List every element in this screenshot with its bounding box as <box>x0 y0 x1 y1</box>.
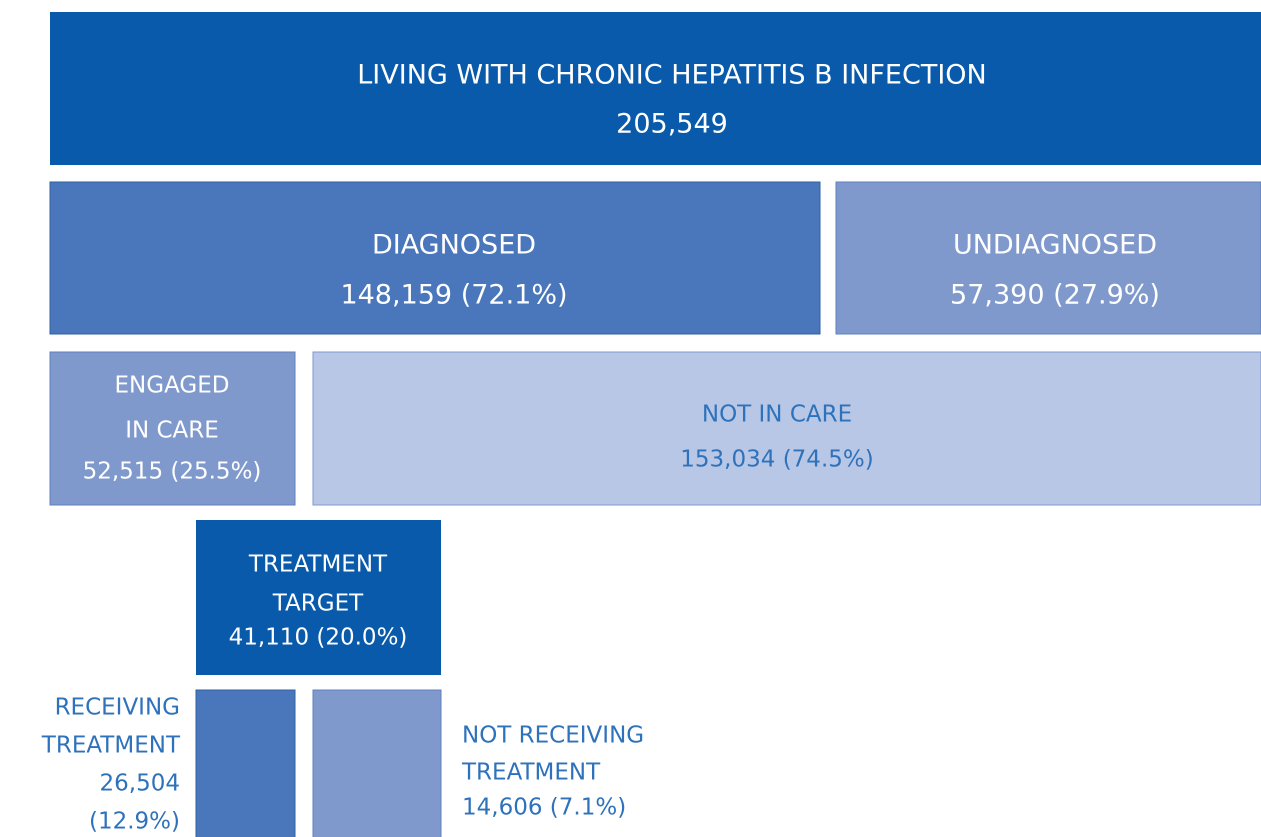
value: 148,159 (72.1%) <box>340 280 567 311</box>
label: ENGAGED <box>115 373 230 399</box>
label: TARGET <box>272 591 364 617</box>
value: 57,390 (27.9%) <box>950 280 1160 311</box>
box-diagnosed <box>49 181 821 335</box>
label: IN CARE <box>125 418 219 444</box>
box-engaged <box>49 351 296 506</box>
label: TREATMENT <box>248 552 388 578</box>
box-not-in-care <box>312 351 1261 506</box>
box-undiagnosed <box>835 181 1261 335</box>
value: 41,110 (20.0%) <box>229 625 408 651</box>
box-treatment-target <box>196 520 441 675</box>
box-total <box>50 12 1261 165</box>
value: 14,606 (7.1%) <box>462 795 626 821</box>
value: (12.9%) <box>89 809 180 835</box>
value: 205,549 <box>616 109 728 140</box>
box-not-receiving <box>312 689 442 837</box>
label: UNDIAGNOSED <box>953 230 1157 261</box>
box-receiving <box>195 689 296 837</box>
value: 26,504 <box>100 771 180 797</box>
label: NOT IN CARE <box>702 402 852 428</box>
value: 52,515 (25.5%) <box>83 459 262 485</box>
label: LIVING WITH CHRONIC HEPATITIS B INFECTIO… <box>357 60 986 91</box>
label: NOT RECEIVING <box>462 723 644 749</box>
label: DIAGNOSED <box>372 230 536 261</box>
label: TREATMENT <box>41 733 181 759</box>
label: RECEIVING <box>55 695 180 721</box>
value: 153,034 (74.5%) <box>680 447 873 473</box>
label: TREATMENT <box>461 760 601 786</box>
